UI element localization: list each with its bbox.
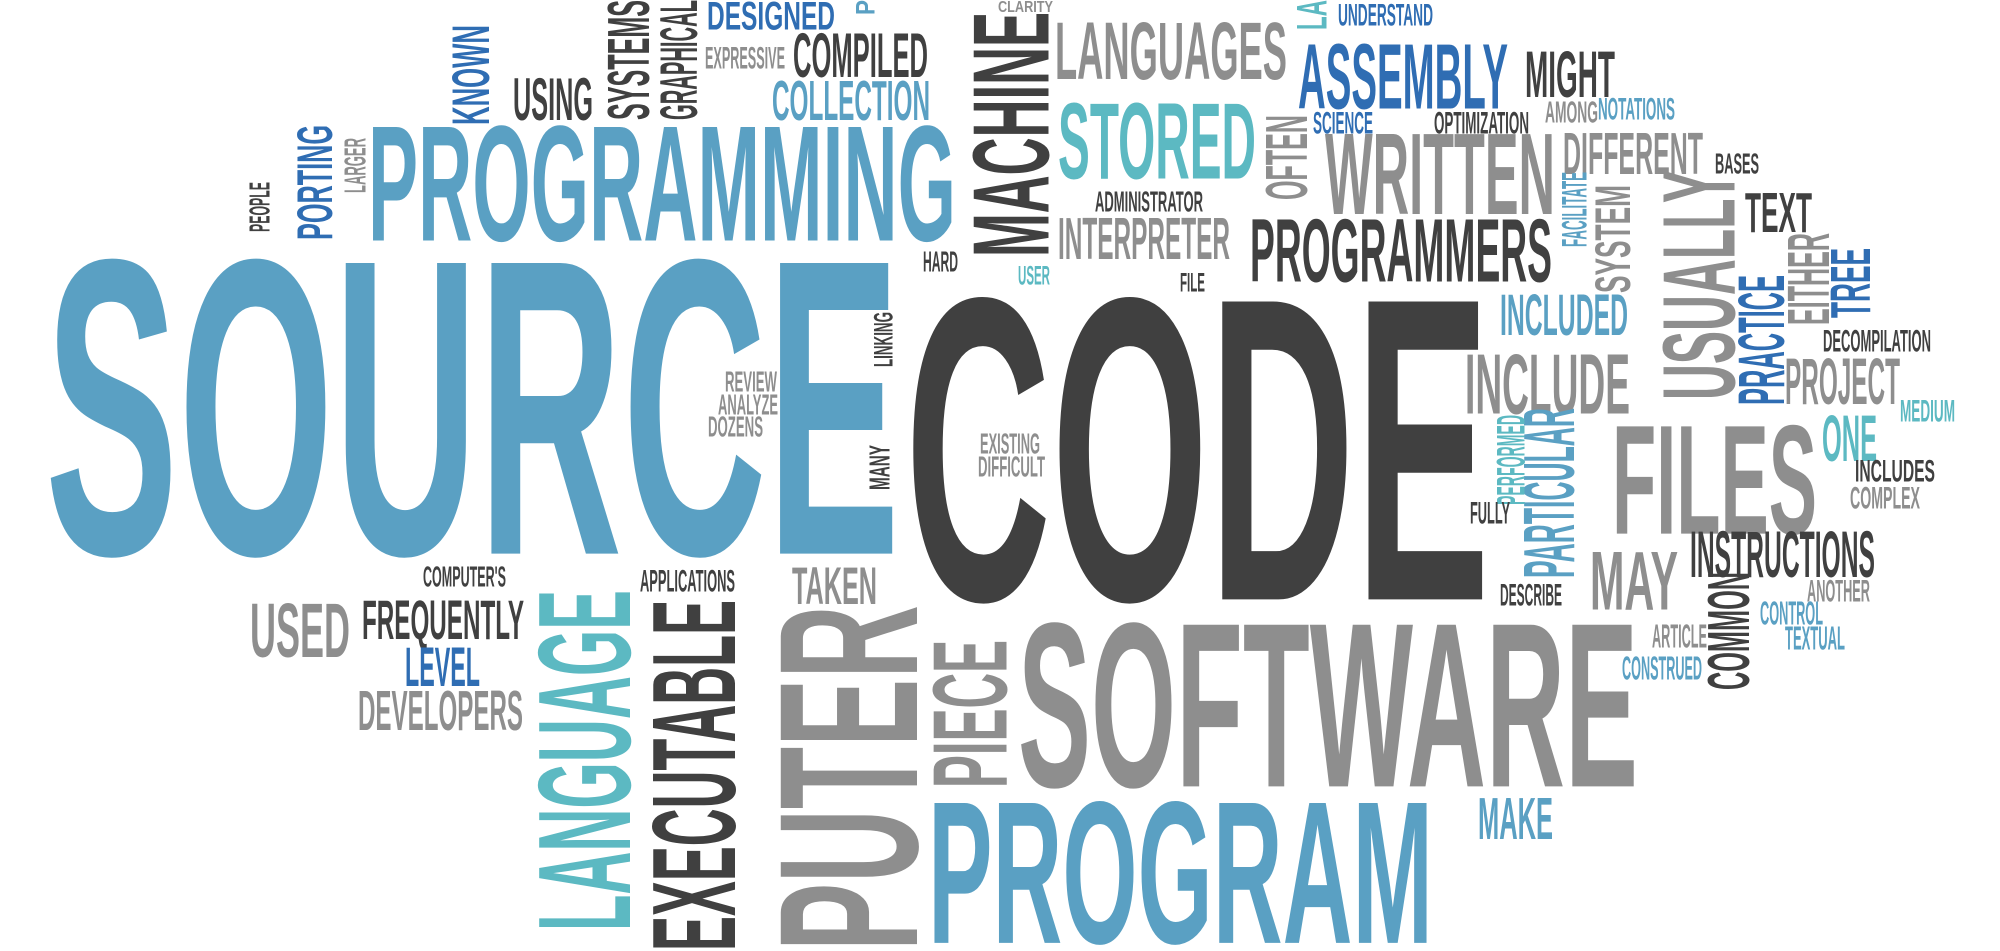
word-often: OFTEN: [1253, 115, 1320, 200]
word-different: DIFFERENT: [1563, 120, 1703, 187]
word-article: ARTICLE: [1652, 618, 1707, 655]
word-taken: TAKEN: [792, 557, 877, 616]
word-assembly: ASSEMBLY: [1298, 25, 1508, 129]
word-language: LANGUAGE: [511, 590, 658, 931]
word-using: USING: [513, 65, 593, 133]
word-common: COMMON: [1695, 572, 1762, 690]
word-compiled: COMPILED: [793, 21, 928, 91]
word-construed: CONSTRUED: [1622, 650, 1702, 687]
word-includes: INCLUDES: [1855, 453, 1935, 489]
word-graphical: GRAPHICAL: [650, 0, 709, 120]
word-usually: USUALLY: [1641, 170, 1756, 400]
word-porting: PORTING: [287, 125, 343, 240]
word-larger: LARGER: [339, 138, 373, 193]
word-make: MAKE: [1478, 785, 1553, 852]
word-control: CONTROL: [1760, 595, 1823, 632]
word-notations: NOTATIONS: [1598, 91, 1675, 127]
word-level: LEVEL: [405, 636, 480, 698]
word-known: KNOWN: [442, 25, 501, 125]
word-describe: DESCRIBE: [1500, 577, 1562, 613]
word-program: PROGRAM: [928, 760, 1433, 951]
word-source: SOURCE: [45, 172, 900, 644]
word-either: EITHER: [1775, 233, 1842, 325]
word-applications: APPLICATIONS: [640, 563, 735, 599]
word-programming: PROGRAMMING: [368, 92, 956, 276]
word-medium: MEDIUM: [1900, 393, 1955, 429]
word-difficult: DIFFICULT: [978, 452, 1045, 484]
word-expressive: EXPRESSIVE: [705, 40, 785, 76]
word-might: MIGHT: [1525, 37, 1615, 111]
word-interpreter: INTERPRETER: [1058, 205, 1230, 272]
word-complex: COMPLEX: [1850, 480, 1920, 516]
word-include: INCLUDE: [1465, 337, 1630, 433]
word-written: WRITTEN: [1325, 109, 1555, 239]
word-computer-s: COMPUTER'S: [423, 562, 506, 594]
word-included: INCLUDED: [1500, 283, 1628, 348]
word-code: CODE: [905, 207, 1490, 691]
word-linking: LINKING: [869, 312, 899, 367]
word-particular: PARTICULAR: [1509, 408, 1590, 578]
word-p: P: [851, 0, 881, 15]
word-project: PROJECT: [1785, 344, 1900, 418]
word-developers: DEVELOPERS: [358, 680, 523, 743]
word-puter: PUTER: [738, 605, 959, 951]
word-files: FILES: [1612, 394, 1817, 568]
word-textual: TEXTUAL: [1785, 620, 1845, 657]
word-optimization: OPTIMIZATION: [1434, 105, 1529, 141]
word-hard: HARD: [923, 247, 958, 279]
word-system: SYSTEM: [1585, 185, 1641, 293]
word-existing: EXISTING: [980, 429, 1040, 461]
word-text: TEXT: [1745, 182, 1812, 245]
word-tree: TREE: [1820, 248, 1883, 318]
word-collection: COLLECTION: [772, 70, 930, 133]
word-many: MANY: [865, 445, 897, 490]
word-clarity: CLARITY: [998, 0, 1053, 16]
word-understand: UNDERSTAND: [1338, 0, 1433, 33]
word-another: ANOTHER: [1807, 573, 1870, 609]
word-analyze: ANALYZE: [718, 390, 778, 422]
word-administrator: ADMINISTRATOR: [1095, 187, 1203, 219]
word-practice: PRACTICE: [1724, 275, 1798, 405]
word-bases: BASES: [1715, 149, 1759, 181]
word-executable: EXECUTABLE: [628, 600, 761, 951]
word-one: ONE: [1822, 401, 1877, 475]
word-la: LA: [1288, 0, 1335, 30]
word-people: PEOPLE: [245, 182, 277, 232]
word-dozens: DOZENS: [708, 412, 763, 444]
word-machine: MACHINE: [950, 12, 1071, 257]
word-performed: PERFORMED: [1489, 415, 1533, 505]
word-instructions: INSTRUCTIONS: [1690, 517, 1875, 591]
word-software: SOFTWARE: [1018, 573, 1638, 836]
word-languages: LANGUAGES: [1055, 6, 1287, 97]
word-frequently: FREQUENTLY: [362, 589, 524, 651]
word-designed: DESIGNED: [707, 0, 835, 38]
word-science: SCIENCE: [1313, 105, 1373, 141]
word-fully: FULLY: [1470, 495, 1510, 531]
word-stored: STORED: [1058, 80, 1256, 201]
word-used: USED: [250, 589, 350, 674]
word-systems: SYSTEMS: [595, 0, 662, 120]
word-among: AMONG: [1545, 96, 1598, 130]
word-piece: PIECE: [911, 640, 1029, 788]
word-user: USER: [1018, 261, 1050, 291]
word-programmers: PROGRAMMERS: [1250, 202, 1552, 302]
word-may: MAY: [1590, 535, 1678, 628]
word-decompilation: DECOMPILATION: [1823, 323, 1931, 359]
word-facilitate: FACILITATE: [1555, 172, 1595, 247]
word-review: REVIEW: [725, 367, 777, 399]
word-file: FILE: [1180, 268, 1205, 298]
